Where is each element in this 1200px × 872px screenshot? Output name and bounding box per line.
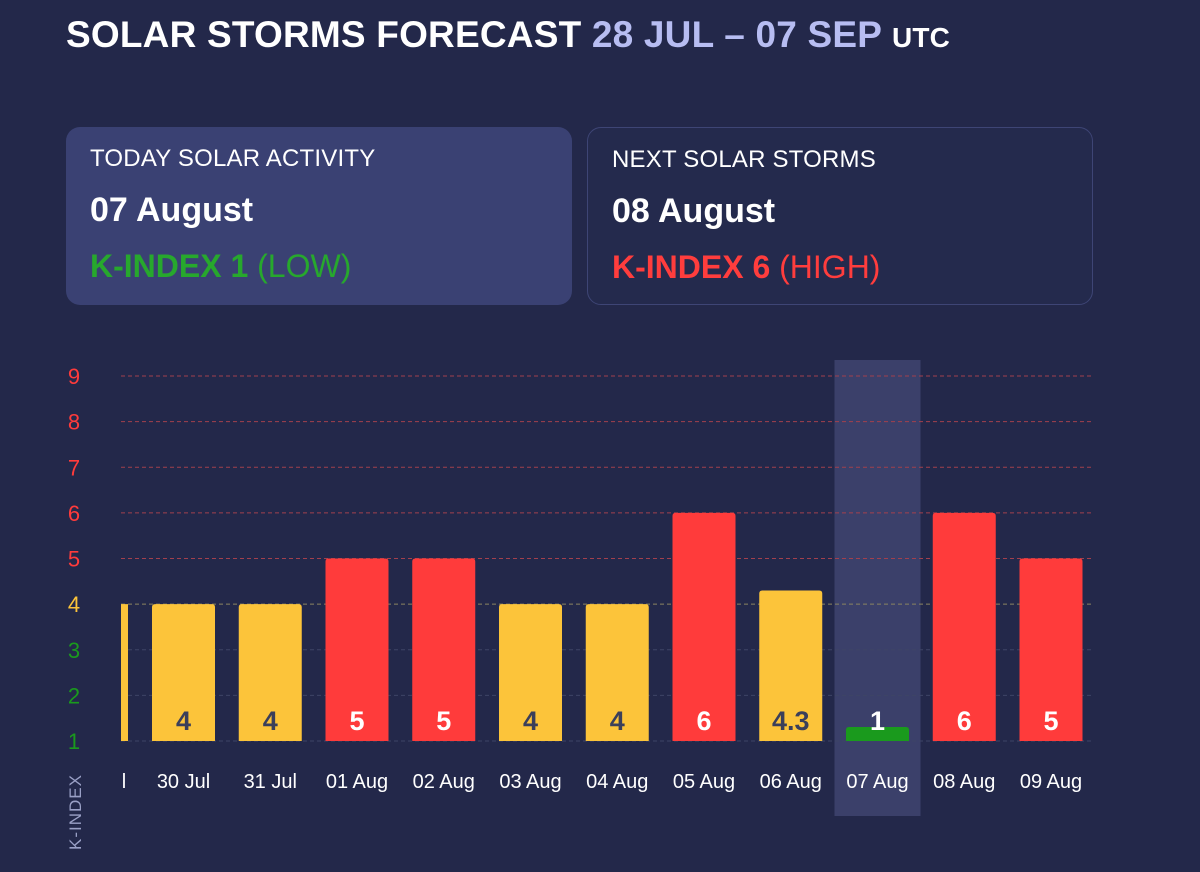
today-level: (LOW): [257, 248, 352, 284]
date-range: 28 JUL – 07 SEP: [591, 14, 882, 55]
next-card-date: 08 August: [612, 192, 776, 230]
bar-value-label: 4: [263, 706, 278, 736]
bar: [499, 604, 562, 741]
next-card-index: K-INDEX 6 (HIGH): [612, 249, 1068, 286]
bar: [152, 604, 215, 741]
bar-value-label: 5: [436, 706, 451, 736]
bar: [672, 512, 736, 741]
x-tick-label: 02 Aug: [413, 771, 475, 793]
bar: [412, 558, 476, 741]
bar: [1019, 558, 1083, 741]
bar-value-label: 4.3: [772, 706, 810, 736]
next-card-label: NEXT SOLAR STORMS: [612, 146, 876, 173]
bar: [325, 558, 389, 741]
today-k-index: K-INDEX 1: [90, 248, 249, 284]
x-tick-label: 30 Jul: [157, 771, 210, 793]
bar-value-label: 1: [870, 706, 885, 736]
x-tick-label: 07 Aug: [846, 771, 908, 793]
next-level: (HIGH): [779, 249, 881, 285]
today-activity-card: TODAY SOLAR ACTIVITY 07 August K-INDEX 1…: [66, 127, 572, 305]
today-card-label: TODAY SOLAR ACTIVITY: [90, 145, 376, 172]
y-tick-label: 9: [68, 364, 80, 389]
bar: [238, 604, 302, 741]
y-tick-label: 1: [68, 729, 80, 754]
x-tick-label: 31 Jul: [244, 771, 297, 793]
y-tick-label: 6: [68, 501, 80, 526]
next-storms-card: NEXT SOLAR STORMS 08 August K-INDEX 6 (H…: [587, 127, 1093, 305]
next-k-index: K-INDEX 6: [612, 249, 771, 285]
bar-value-label: 4: [176, 706, 191, 736]
y-tick-label: 7: [68, 455, 80, 480]
x-tick-label: 03 Aug: [499, 771, 561, 793]
bar-value-label: 6: [957, 706, 972, 736]
bar: [585, 604, 649, 741]
bar: [932, 512, 996, 741]
bar: [759, 590, 823, 741]
x-tick-label: 08 Aug: [933, 771, 995, 793]
bar-value-label: 5: [349, 706, 364, 736]
x-tick-label: 06 Aug: [760, 771, 822, 793]
bar: [846, 727, 909, 741]
y-tick-label: 5: [68, 547, 80, 572]
page-title: SOLAR STORMS FORECAST 28 JUL – 07 SEP UT…: [66, 14, 950, 56]
y-tick-label: 8: [68, 410, 80, 435]
bar-partial: [121, 604, 128, 741]
bar-value-label: 4: [610, 706, 625, 736]
title-text: SOLAR STORMS FORECAST: [66, 14, 582, 55]
x-tick-label: 04 Aug: [586, 771, 648, 793]
timezone-label: UTC: [891, 22, 951, 53]
today-card-index: K-INDEX 1 (LOW): [90, 248, 548, 285]
today-card-date: 07 August: [90, 191, 254, 229]
bar-value-label: 6: [696, 706, 711, 736]
highlight-band: [834, 360, 921, 816]
y-tick-label: 4: [68, 592, 80, 617]
x-tick-label-partial: l: [122, 771, 126, 793]
x-tick-label: 05 Aug: [673, 771, 735, 793]
x-tick-label: 09 Aug: [1020, 771, 1082, 793]
bar-value-label: 4: [523, 706, 538, 736]
bar-value-label: 5: [1043, 706, 1058, 736]
x-tick-label: 01 Aug: [326, 771, 388, 793]
y-tick-label: 2: [68, 683, 80, 708]
y-tick-label: 3: [68, 638, 80, 663]
y-axis-label: K-INDEX: [66, 774, 85, 850]
